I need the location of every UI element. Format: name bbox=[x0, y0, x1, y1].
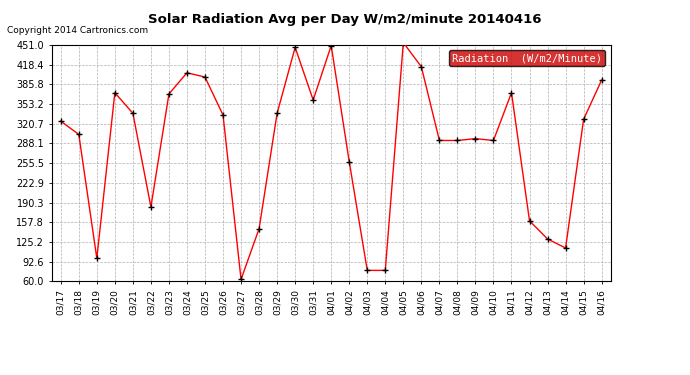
Text: Solar Radiation Avg per Day W/m2/minute 20140416: Solar Radiation Avg per Day W/m2/minute … bbox=[148, 13, 542, 26]
Legend: Radiation  (W/m2/Minute): Radiation (W/m2/Minute) bbox=[449, 50, 605, 66]
Text: Copyright 2014 Cartronics.com: Copyright 2014 Cartronics.com bbox=[7, 26, 148, 35]
